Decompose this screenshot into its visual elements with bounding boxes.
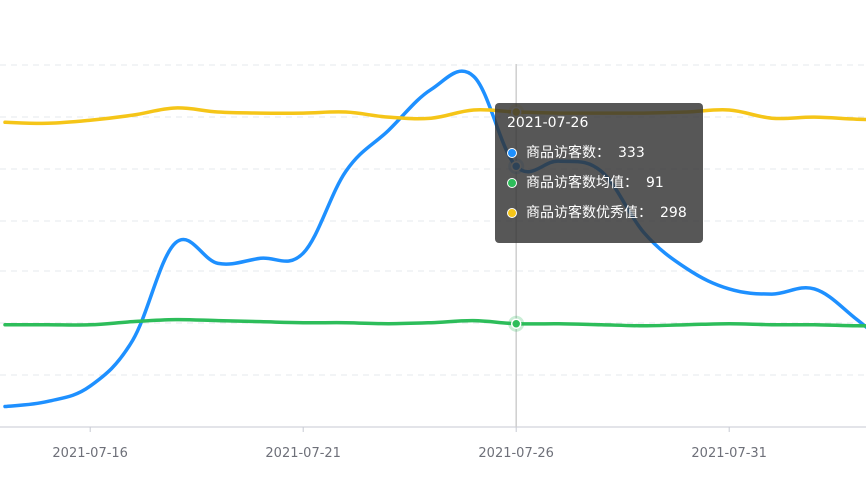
tooltip-series-value: 333 [618,145,645,161]
tooltip-row-visitors: 商品访客数： 333 [507,143,703,163]
tooltip-row-excellent: 商品访客数优秀值： 298 [507,203,703,223]
tooltip-series-value: 298 [660,205,687,221]
highlight-point[interactable] [510,318,522,329]
x-tick-label: 2021-07-21 [265,446,341,461]
x-axis: 2021-07-16 2021-07-21 2021-07-26 2021-07-31 [0,64,866,461]
series-dot-icon [507,178,517,188]
series-lines [3,69,866,409]
tooltip-series-value: 91 [646,175,664,191]
chart-tooltip: 2021-07-26 商品访客数： 333 商品访客数均值： 91 商品访客数优… [495,103,703,243]
series-line-average [3,317,866,328]
x-tick-label: 2021-07-26 [478,446,554,461]
x-tick-label: 2021-07-31 [691,446,767,461]
series-dot-icon [507,208,517,218]
x-tick-label: 2021-07-16 [52,446,128,461]
tooltip-title: 2021-07-26 [507,115,589,131]
tooltip-series-name: 商品访客数： [526,145,610,161]
series-dot-icon [507,148,517,158]
series-line-excellent [3,106,866,126]
tooltip-series-name: 商品访客数均值： [526,175,638,191]
series-line-visitors [3,69,866,409]
tooltip-row-average: 商品访客数均值： 91 [507,173,703,193]
tooltip-series-name: 商品访客数优秀值： [526,205,652,221]
